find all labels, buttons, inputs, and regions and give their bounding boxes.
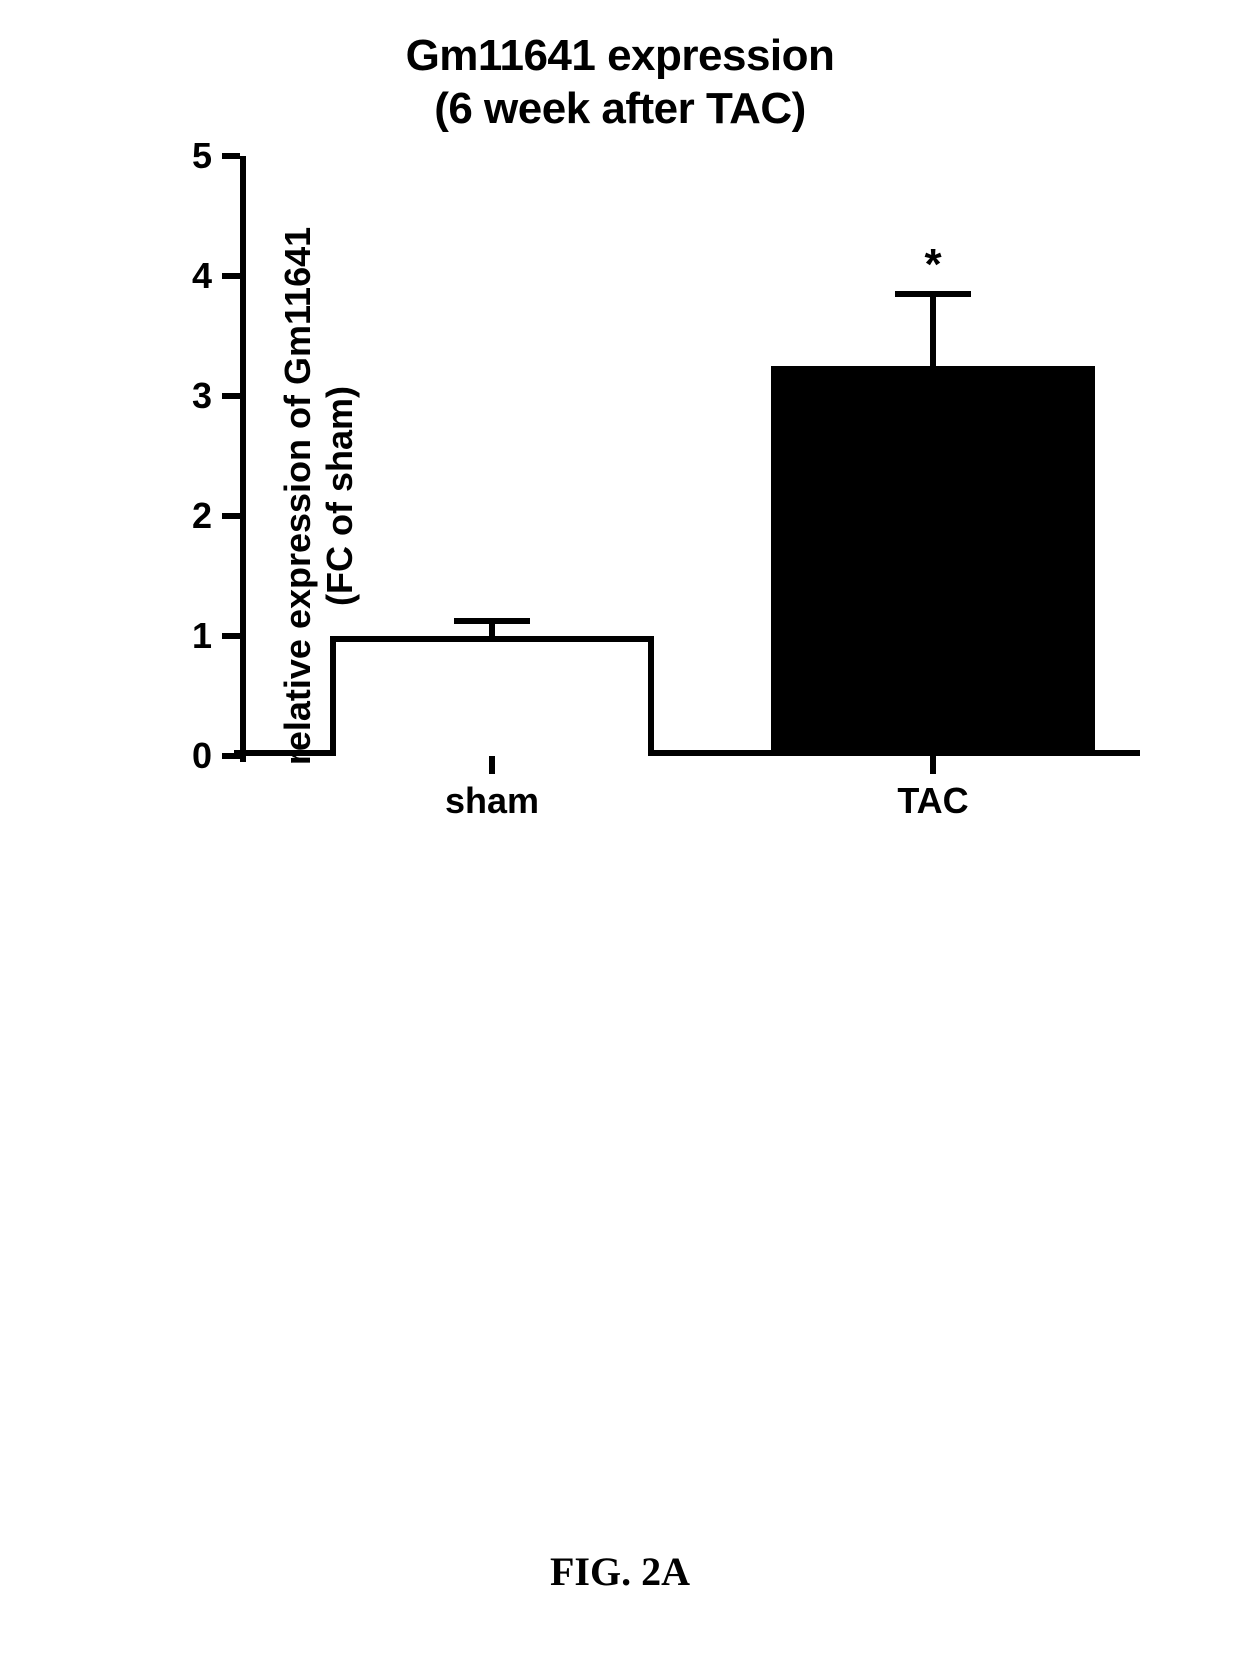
y-tick-label: 5 xyxy=(192,135,212,177)
error-bar-cap xyxy=(895,291,972,297)
chart-area: relative expression of Gm11641 (FC of sh… xyxy=(60,156,1180,836)
bar xyxy=(771,366,1095,756)
y-tick xyxy=(222,513,240,519)
figure-container: Gm11641 expression (6 week after TAC) re… xyxy=(60,30,1180,890)
error-bar-stem xyxy=(930,294,936,366)
y-tick-label: 0 xyxy=(192,735,212,777)
significance-marker: * xyxy=(924,240,941,290)
y-tick-label: 4 xyxy=(192,255,212,297)
y-tick-label: 3 xyxy=(192,375,212,417)
y-tick xyxy=(222,153,240,159)
x-tick-label: sham xyxy=(445,780,539,822)
bar xyxy=(330,636,654,756)
y-tick xyxy=(222,273,240,279)
x-tick-label: TAC xyxy=(897,780,968,822)
chart-title: Gm11641 expression (6 week after TAC) xyxy=(60,30,1180,136)
y-tick-label: 2 xyxy=(192,495,212,537)
x-tick xyxy=(930,756,936,774)
figure-caption: FIG. 2A xyxy=(0,1548,1240,1595)
y-axis-line xyxy=(240,156,246,762)
error-bar-cap xyxy=(454,618,531,624)
x-tick xyxy=(489,756,495,774)
y-tick xyxy=(222,753,240,759)
chart-title-line2: (6 week after TAC) xyxy=(60,83,1180,136)
plot-area: 012345shamTAC* xyxy=(240,156,1140,756)
y-tick xyxy=(222,633,240,639)
y-tick xyxy=(222,393,240,399)
y-tick-label: 1 xyxy=(192,615,212,657)
chart-title-line1: Gm11641 expression xyxy=(60,30,1180,83)
